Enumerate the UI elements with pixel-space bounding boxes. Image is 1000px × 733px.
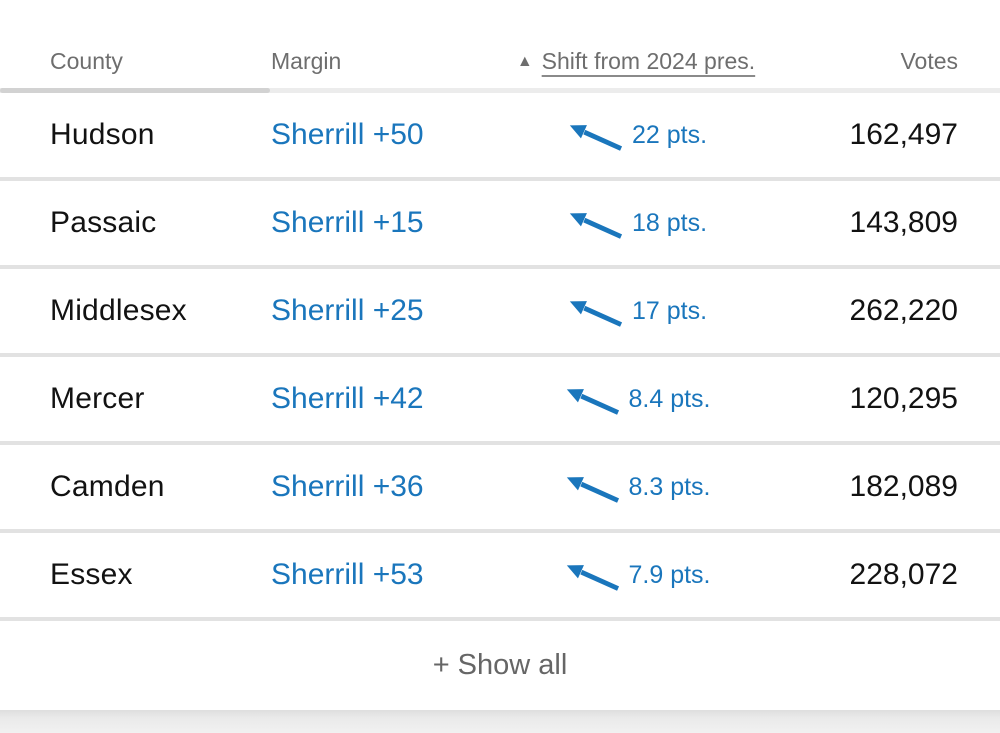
- shift-cell: 8.4 pts.: [486, 381, 786, 417]
- show-all-button[interactable]: + Show all: [0, 621, 1000, 710]
- table-row: Passaic Sherrill +15 18 pts. 143,809: [0, 181, 1000, 269]
- sort-ascending-icon: ▲: [516, 52, 533, 70]
- shift-arrow-up-left-icon: [569, 301, 623, 327]
- shift-cell: 22 pts.: [486, 117, 786, 153]
- county-name: Camden: [50, 470, 165, 503]
- margin-value: Sherrill +36: [271, 470, 424, 503]
- table-row: Essex Sherrill +53 7.9 pts. 228,072: [0, 533, 1000, 621]
- votes-value: 120,295: [849, 382, 958, 415]
- shift-value: 22 pts.: [631, 120, 708, 149]
- shift-value: 18 pts.: [631, 208, 708, 237]
- shift-cell: 8.3 pts.: [486, 469, 786, 505]
- table-row: Middlesex Sherrill +25 17 pts. 262,220: [0, 269, 1000, 357]
- votes-value: 143,809: [849, 206, 958, 239]
- shift-arrow-up-left-icon: [569, 213, 623, 239]
- county-name: Mercer: [50, 382, 145, 415]
- county-name: Middlesex: [50, 294, 187, 327]
- shift-arrow-up-left-icon: [566, 477, 619, 503]
- shift-cell: 18 pts.: [486, 205, 786, 241]
- margin-value: Sherrill +25: [271, 294, 424, 327]
- column-header-shift-sort[interactable]: ▲ Shift from 2024 pres.: [486, 48, 786, 75]
- county-name: Hudson: [50, 118, 155, 151]
- shift-value: 8.4 pts.: [628, 384, 711, 413]
- shift-value: 7.9 pts.: [628, 560, 711, 589]
- column-header-shift-label: Shift from 2024 pres.: [541, 48, 756, 74]
- county-name: Passaic: [50, 206, 157, 239]
- column-header-votes: Votes: [900, 48, 958, 74]
- column-header-margin: Margin: [271, 48, 342, 74]
- votes-value: 228,072: [849, 558, 958, 591]
- margin-value: Sherrill +50: [271, 118, 424, 151]
- page-background-strip: [0, 710, 1000, 733]
- votes-value: 262,220: [849, 294, 958, 327]
- votes-value: 182,089: [849, 470, 958, 503]
- horizontal-scrollbar-track[interactable]: [0, 88, 1000, 93]
- shift-arrow-up-left-icon: [566, 389, 619, 415]
- horizontal-scrollbar-thumb[interactable]: [0, 88, 270, 93]
- margin-value: Sherrill +42: [271, 382, 424, 415]
- table-row: Hudson Sherrill +50 22 pts. 162,497: [0, 93, 1000, 181]
- margin-value: Sherrill +53: [271, 558, 424, 591]
- shift-arrow-up-left-icon: [566, 565, 619, 591]
- column-header-county: County: [50, 48, 123, 74]
- table-body: Hudson Sherrill +50 22 pts. 162,497 Pass…: [0, 93, 1000, 621]
- votes-value: 162,497: [849, 118, 958, 151]
- shift-cell: 17 pts.: [486, 293, 786, 329]
- shift-cell: 7.9 pts.: [486, 557, 786, 593]
- table-row: Camden Sherrill +36 8.3 pts. 182,089: [0, 445, 1000, 533]
- shift-arrow-up-left-icon: [569, 125, 623, 151]
- shift-value: 17 pts.: [631, 296, 708, 325]
- table-header-row: County Margin ▲ Shift from 2024 pres. Vo…: [0, 0, 1000, 88]
- shift-value: 8.3 pts.: [628, 472, 711, 501]
- table-row: Mercer Sherrill +42 8.4 pts. 120,295: [0, 357, 1000, 445]
- margin-value: Sherrill +15: [271, 206, 424, 239]
- county-name: Essex: [50, 558, 133, 591]
